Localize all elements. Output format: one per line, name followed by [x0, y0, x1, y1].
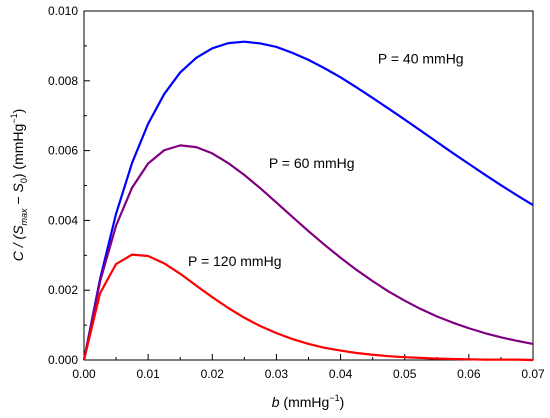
plot-frame [83, 10, 534, 361]
x-axis-title: b (mmHg−1) [272, 393, 345, 410]
annotations: P = 40 mmHg P = 60 mmHg P = 120 mmHg [188, 50, 464, 268]
x-tick-label: 0.05 [393, 367, 417, 381]
y-tick-label: 0.002 [48, 283, 78, 297]
x-tick-label: 0.07 [521, 367, 545, 381]
x-tick-label: 0.04 [329, 367, 353, 381]
series-annotation-2: P = 120 mmHg [188, 253, 282, 269]
x-tick-label: 0.02 [201, 367, 225, 381]
x-tick-label: 0.00 [72, 367, 96, 381]
series-line-1 [82, 144, 534, 361]
curves [82, 40, 534, 362]
y-tick-label: 0.010 [48, 4, 78, 18]
x-tick-label: 0.06 [457, 367, 481, 381]
x-tick-label: 0.03 [265, 367, 289, 381]
series-line-0 [82, 40, 534, 361]
y-tick-label: 0.004 [48, 213, 78, 227]
series-annotation-1: P = 60 mmHg [269, 155, 355, 171]
series-annotation-0: P = 40 mmHg [378, 50, 464, 66]
y-tick-label: 0.008 [48, 74, 78, 88]
y-tick-label: 0.006 [48, 144, 78, 158]
x-tick-label: 0.01 [136, 367, 160, 381]
ticks: 0.00 0.01 0.02 0.03 0.04 0.05 0.06 0.07 0.000 0.0… [48, 4, 545, 381]
y-axis-title: C / (Smax − S0) (mmHg−1) [9, 109, 29, 262]
series-line-2 [82, 253, 534, 362]
y-tick-label: 0.000 [48, 353, 78, 367]
